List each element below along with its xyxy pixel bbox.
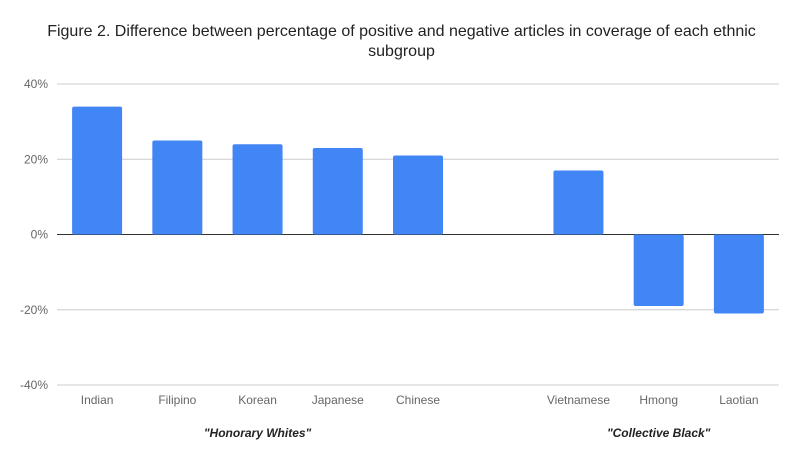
x-category-label: Korean (238, 393, 277, 407)
bar (713, 234, 764, 314)
bar (393, 155, 443, 235)
group-label: "Honorary Whites" (204, 426, 312, 440)
chart-title-line-2: subgroup (368, 43, 435, 60)
x-category-label: Laotian (719, 393, 758, 407)
x-category-label: Indian (81, 393, 114, 407)
y-tick-label: -40% (20, 378, 48, 392)
y-tick-label: 0% (31, 228, 49, 242)
bar (152, 140, 203, 235)
bar (553, 170, 604, 235)
chart-title: Figure 2. Difference between percentage … (0, 22, 803, 62)
bar (633, 234, 684, 306)
bar (72, 106, 123, 235)
chart-title-line-1: Figure 2. Difference between percentage … (47, 23, 756, 40)
x-category-label: Japanese (312, 393, 364, 407)
group-label: "Collective Black" (607, 426, 711, 440)
y-tick-label: -20% (20, 303, 48, 317)
y-tick-label: 20% (24, 152, 48, 166)
x-category-label: Vietnamese (547, 393, 610, 407)
x-category-label: Filipino (158, 393, 196, 407)
bar (312, 147, 363, 235)
x-category-label: Chinese (396, 393, 440, 407)
y-tick-label: 40% (24, 77, 48, 91)
bar (232, 144, 283, 235)
x-category-label: Hmong (639, 393, 678, 407)
